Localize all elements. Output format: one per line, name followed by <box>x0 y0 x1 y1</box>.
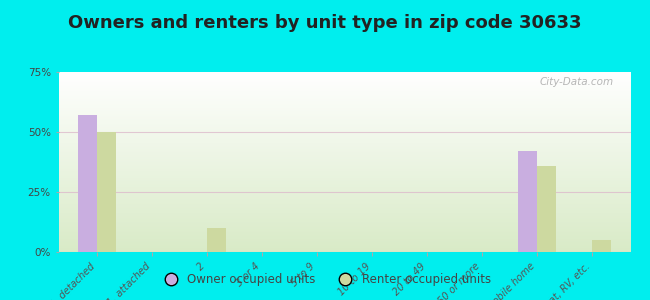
Bar <box>78 115 97 252</box>
Text: Owners and renters by unit type in zip code 30633: Owners and renters by unit type in zip c… <box>68 14 582 32</box>
Bar <box>207 228 226 252</box>
Bar <box>592 240 611 252</box>
Legend: Owner occupied units, Renter occupied units: Owner occupied units, Renter occupied un… <box>154 269 496 291</box>
Bar <box>537 166 556 252</box>
Bar <box>518 151 537 252</box>
Bar <box>97 132 116 252</box>
Text: City-Data.com: City-Data.com <box>540 77 614 87</box>
